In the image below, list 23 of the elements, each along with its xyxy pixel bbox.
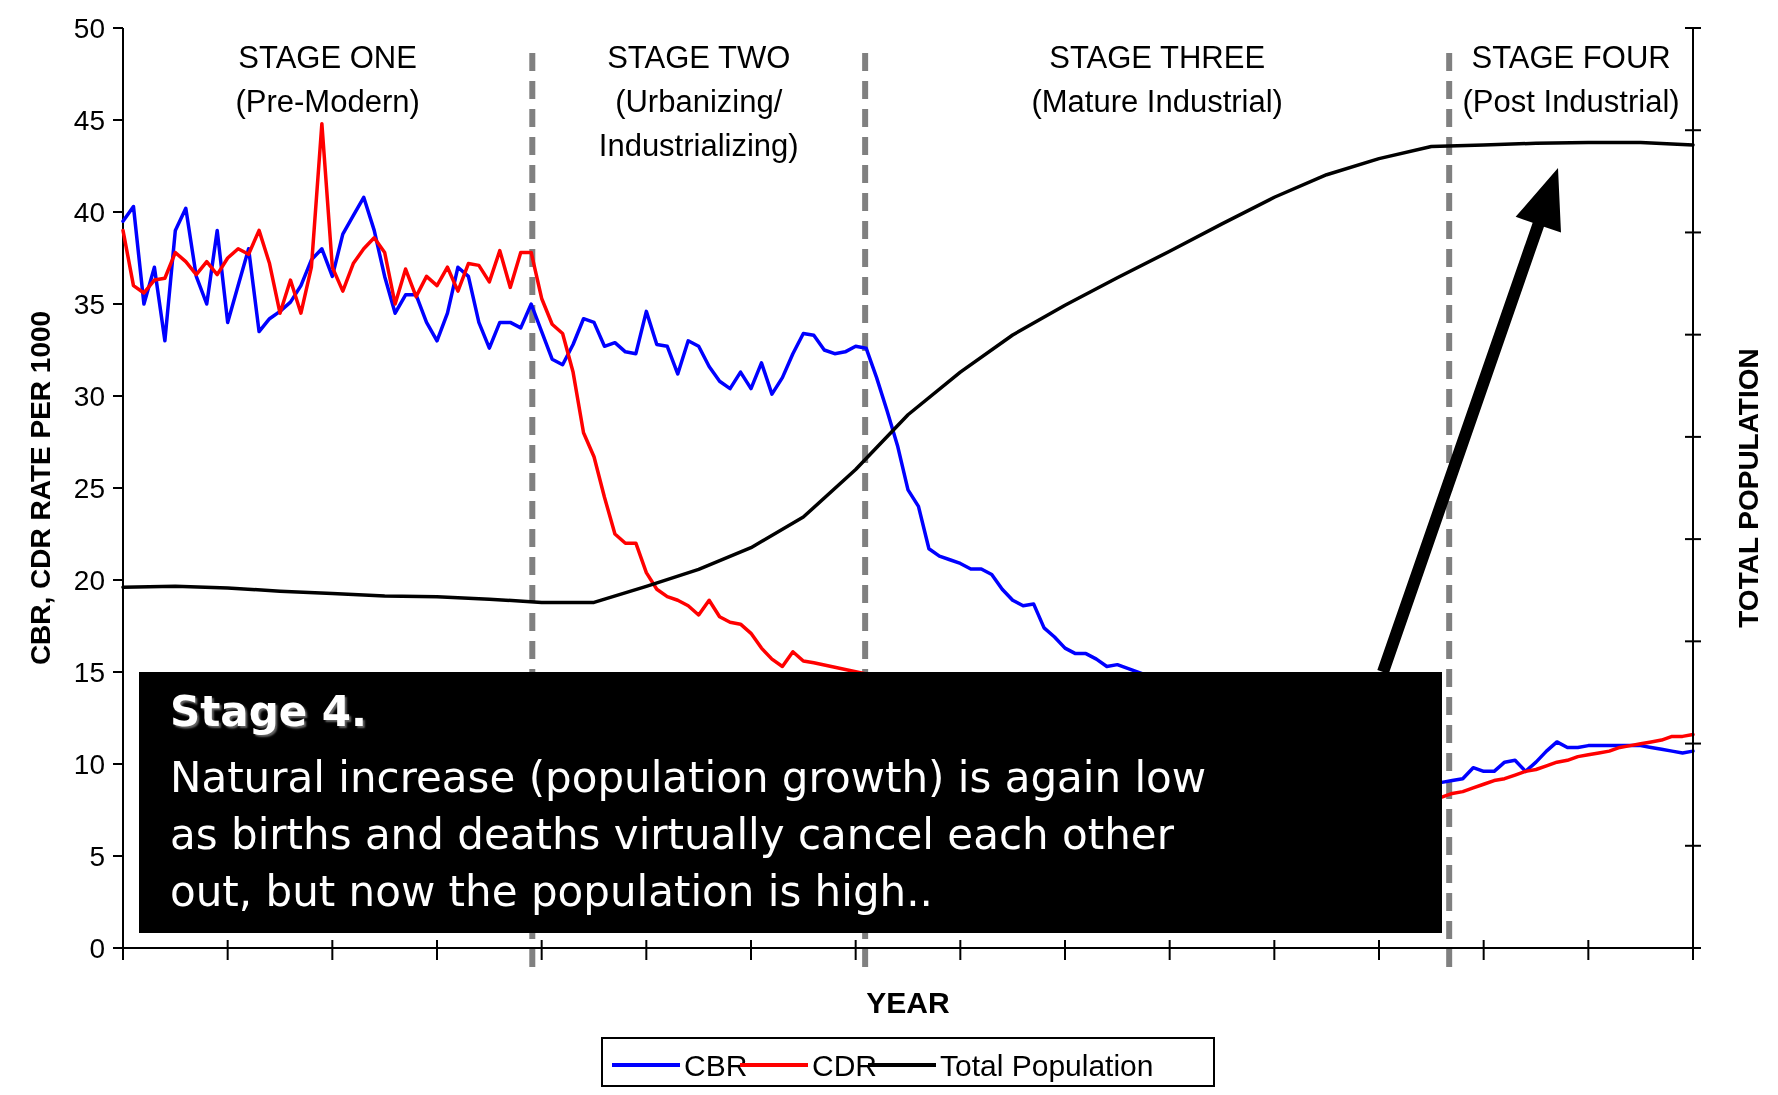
y-tick-label: 40 [73,196,105,228]
legend-label: CDR [812,1048,877,1082]
y-tick-label: 5 [89,840,105,872]
legend-label: Total Population [940,1048,1154,1082]
y-tick-label: 15 [73,656,105,688]
y-tick-label: 35 [73,288,105,320]
y-tick-label: 20 [73,564,105,596]
annotation: Natural increase (population growth) is again low as births and deaths virtually cancel each other out, but now the population is high.. [170,753,1207,916]
y-tick-label: 50 [73,12,105,44]
annotation: STAGE THREE (Mature Industrial) [1031,40,1283,119]
y-tick-label: 10 [73,748,105,780]
annotation: Stage 4. [170,687,368,736]
y-tick-label: 30 [73,380,105,412]
annotation: STAGE FOUR (Post Industrial) [1462,40,1680,119]
y-tick-label: 45 [73,104,105,136]
x-axis-title: YEAR [866,986,950,1019]
annotation: STAGE ONE (Pre-Modern) [235,40,420,119]
y-axis-title: TOTAL POPULATION [1733,348,1764,628]
y-tick-label: 25 [73,472,105,504]
y-tick-label: 0 [89,932,105,964]
y-axis-title: CBR, CDR RATE PER 1000 [25,310,56,666]
legend-label: CBR [684,1048,748,1082]
annotation: STAGE TWO (Urbanizing/ Industrializing) [598,40,799,163]
